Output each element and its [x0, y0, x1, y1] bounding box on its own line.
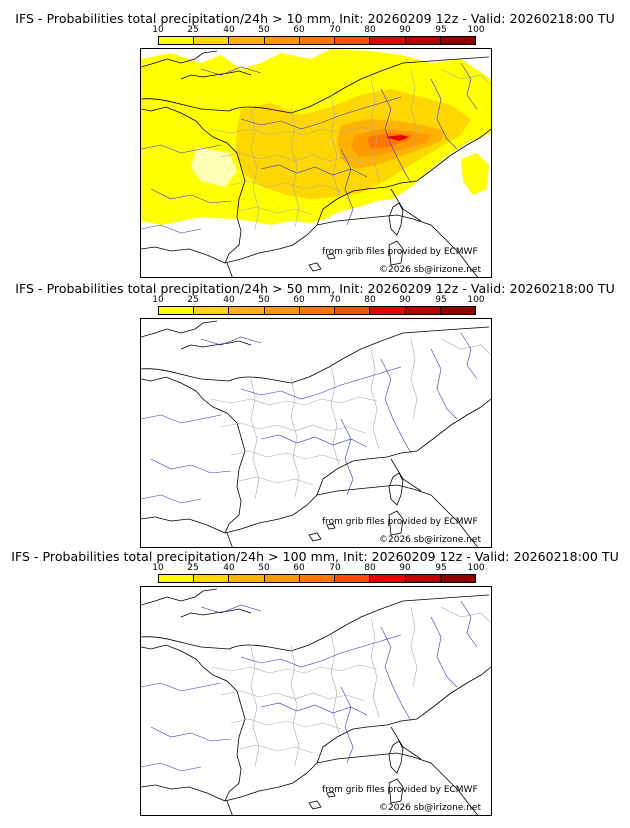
map-svg	[141, 49, 491, 277]
colorbar-label-10: 10	[152, 25, 164, 35]
map-svg	[141, 320, 491, 547]
colorbar	[158, 306, 476, 315]
colorbar-label-100: 100	[467, 25, 485, 35]
map-svg	[141, 588, 491, 815]
colorbar-label-80: 80	[364, 563, 376, 573]
colorbar-label-40: 40	[223, 295, 235, 305]
credit-copyright: ©2026 sb@irizone.net	[379, 265, 481, 275]
colorbar-label-50: 50	[258, 563, 270, 573]
colorbar-segment	[440, 575, 475, 582]
colorbar-labels: 10 25 40 50 60 70 80 90 95 100	[152, 295, 484, 306]
colorbar-label-100: 100	[467, 563, 485, 573]
colorbar-segment	[159, 307, 195, 314]
credit-source: from grib files provided by ECMWF	[322, 785, 478, 795]
colorbar-segment	[229, 307, 265, 314]
colorbar-segment	[370, 307, 406, 314]
colorbar-label-95: 95	[435, 295, 447, 305]
colorbar-segment	[264, 37, 300, 44]
colorbar-label-80: 80	[364, 295, 376, 305]
colorbar-label-40: 40	[223, 563, 235, 573]
colorbar-label-60: 60	[293, 563, 305, 573]
panel-prob-50mm: IFS - Probabilities total precipitation/…	[0, 270, 630, 550]
colorbar-segment	[159, 575, 195, 582]
colorbar-label-10: 10	[152, 563, 164, 573]
panel-prob-100mm: IFS - Probabilities total precipitation/…	[0, 538, 630, 828]
colorbar-labels: 10 25 40 50 60 70 80 90 95 100	[152, 563, 484, 574]
colorbar-segment	[194, 307, 230, 314]
colorbar-segment	[405, 575, 441, 582]
colorbar-segment	[299, 307, 336, 314]
precip-map: from grib files provided by ECMWF ©2026 …	[140, 318, 492, 548]
colorbar-label-50: 50	[258, 25, 270, 35]
colorbar-segment	[405, 307, 441, 314]
colorbar-label-95: 95	[435, 563, 447, 573]
panel-prob-10mm: IFS - Probabilities total precipitation/…	[0, 0, 630, 280]
credit-copyright: ©2026 sb@irizone.net	[379, 803, 481, 813]
colorbar-label-70: 70	[329, 295, 341, 305]
colorbar	[158, 36, 476, 45]
colorbar-segment	[299, 37, 336, 44]
prob-area-80	[385, 135, 409, 141]
colorbar-label-100: 100	[467, 295, 485, 305]
colorbar-label-25: 25	[187, 295, 199, 305]
colorbar-label-40: 40	[223, 25, 235, 35]
colorbar-segment	[194, 575, 230, 582]
colorbar-segment	[299, 575, 336, 582]
colorbar-segment	[335, 575, 371, 582]
colorbar	[158, 574, 476, 583]
colorbar-label-70: 70	[329, 563, 341, 573]
colorbar-label-60: 60	[293, 295, 305, 305]
prob-area-10-white-gap	[191, 147, 237, 187]
colorbar-label-90: 90	[399, 25, 411, 35]
panel-title: IFS - Probabilities total precipitation/…	[11, 549, 619, 564]
colorbar-labels: 10 25 40 50 60 70 80 90 95 100	[152, 25, 484, 36]
colorbar-label-90: 90	[399, 563, 411, 573]
colorbar-label-70: 70	[329, 25, 341, 35]
colorbar-label-50: 50	[258, 295, 270, 305]
colorbar-segment	[264, 575, 300, 582]
credit-source: from grib files provided by ECMWF	[322, 517, 478, 527]
colorbar-label-60: 60	[293, 25, 305, 35]
colorbar-segment	[440, 37, 475, 44]
prob-area-10-east	[461, 153, 489, 195]
colorbar-label-10: 10	[152, 295, 164, 305]
colorbar-segment	[440, 307, 475, 314]
basemap-lines	[141, 588, 491, 815]
colorbar-segment	[370, 37, 406, 44]
colorbar-label-90: 90	[399, 295, 411, 305]
credit-source: from grib files provided by ECMWF	[322, 247, 478, 257]
colorbar-segment	[335, 307, 371, 314]
colorbar-segment	[335, 37, 371, 44]
colorbar-label-25: 25	[187, 25, 199, 35]
colorbar-label-25: 25	[187, 563, 199, 573]
precip-map: from grib files provided by ECMWF ©2026 …	[140, 586, 492, 816]
panel-title: IFS - Probabilities total precipitation/…	[15, 11, 615, 26]
colorbar-segment	[159, 37, 195, 44]
colorbar-segment	[370, 575, 406, 582]
precip-map: from grib files provided by ECMWF ©2026 …	[140, 48, 492, 278]
colorbar-segment	[229, 37, 265, 44]
colorbar-segment	[194, 37, 230, 44]
colorbar-label-95: 95	[435, 25, 447, 35]
colorbar-segment	[229, 575, 265, 582]
panel-title: IFS - Probabilities total precipitation/…	[15, 281, 615, 296]
credit-copyright: ©2026 sb@irizone.net	[379, 535, 481, 545]
colorbar-segment	[405, 37, 441, 44]
colorbar-segment	[264, 307, 300, 314]
basemap-lines	[141, 320, 491, 547]
colorbar-label-80: 80	[364, 25, 376, 35]
